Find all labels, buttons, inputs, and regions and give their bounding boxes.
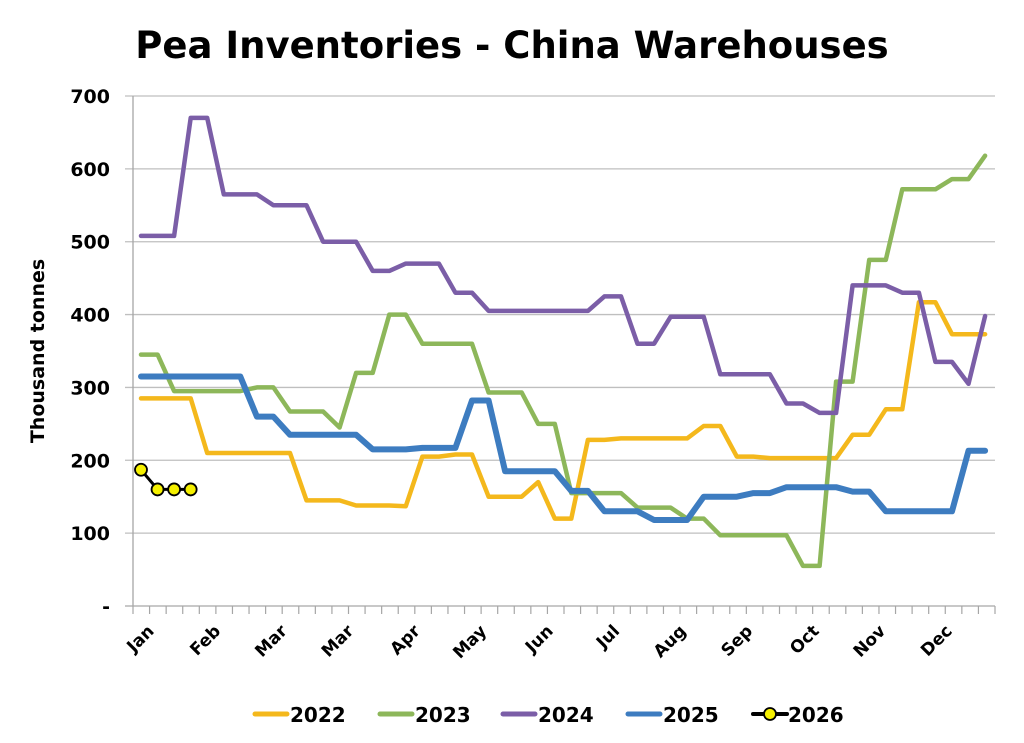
legend-label: 2025 [663,703,719,727]
legend-item-2026: 2026 [751,703,844,727]
x-tick-label: Jun [521,621,557,657]
y-tick-label: 700 [70,86,110,108]
series-lines [134,115,989,569]
x-axis [125,96,996,614]
x-tick-label: May [449,621,491,663]
data-point-2026 [167,482,182,497]
gridlines [125,95,995,534]
y-tick-label: 600 [70,159,110,181]
legend-item-2022: 2022 [252,703,346,727]
x-tick-label: Nov [850,621,890,661]
x-tick-label: Dec [917,621,956,660]
series-line-2026 [139,468,193,491]
legend-label: 2024 [538,703,594,727]
x-tick-label: Aug [650,621,691,662]
x-tick-label: Jan [123,621,159,657]
x-tick-label: Feb [186,621,225,660]
y-tick-label: 300 [70,377,110,399]
series-line-2024 [138,115,988,416]
legend-label: 2023 [415,703,471,727]
series-line-2022 [138,299,988,521]
x-tick-label: Jul [592,621,624,653]
x-tick-label: Apr [387,621,425,659]
x-tick-label: Oct [786,621,823,658]
legend-label: 2022 [290,703,346,727]
y-tick-label: - [102,596,110,618]
legend-item-2025: 2025 [625,703,719,727]
y-axis-ticks: - 100 200 300 400 500 600 700 [70,86,110,618]
legend-item-2024: 2024 [500,703,594,727]
legend-marker [763,707,777,721]
legend-item-2023: 2023 [377,703,471,727]
y-tick-label: 100 [70,523,110,545]
series-line-2025 [138,373,989,523]
y-axis-label: Thousand tonnes [27,259,49,443]
data-point-2026 [134,462,148,477]
legend-label: 2026 [788,703,844,727]
chart-title: Pea Inventories - China Warehouses [135,24,888,67]
y-tick-label: 400 [70,305,110,327]
x-tick-label: Mar [318,621,359,662]
data-point-2026 [150,482,165,497]
legend: 2022 2023 2024 2025 2026 [252,703,844,727]
x-axis-labels: Jan Feb Mar Mar Apr May Jun Jul Aug Sep Oct Nov Dec [123,621,957,663]
data-point-2026 [183,482,198,497]
y-tick-label: 500 [70,232,110,254]
x-tick-label: Sep [717,621,757,661]
series-line-2023 [138,153,988,569]
y-tick-label: 200 [70,450,110,472]
x-tick-label: Mar [251,621,292,662]
